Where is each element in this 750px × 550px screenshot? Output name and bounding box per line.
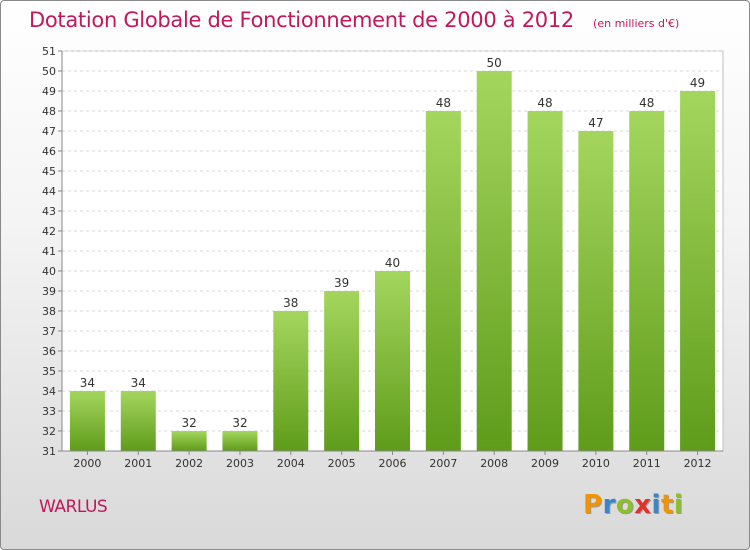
logo-letter: i <box>651 490 661 520</box>
x-tick-label: 2001 <box>124 457 152 470</box>
y-tick-label: 39 <box>42 285 56 298</box>
logo-letter: r <box>602 490 616 520</box>
x-tick-label: 2010 <box>582 457 610 470</box>
bar-2012 <box>680 91 716 451</box>
y-tick-label: 38 <box>42 305 56 318</box>
bar-value-label: 48 <box>537 96 552 110</box>
bar-2007 <box>425 111 461 451</box>
x-tick-label: 2012 <box>684 457 712 470</box>
bar-value-label: 40 <box>385 256 400 270</box>
x-tick-label: 2009 <box>531 457 559 470</box>
y-tick-label: 42 <box>42 225 56 238</box>
bar-2000 <box>69 391 105 451</box>
y-tick-label: 35 <box>42 365 56 378</box>
bar-2011 <box>629 111 665 451</box>
x-tick-label: 2011 <box>633 457 661 470</box>
bar-value-label: 47 <box>588 116 603 130</box>
x-tick-label: 2002 <box>175 457 203 470</box>
x-tick-label: 2004 <box>277 457 305 470</box>
y-tick-label: 31 <box>42 445 56 458</box>
y-tick-label: 48 <box>42 105 56 118</box>
y-tick-label: 37 <box>42 325 56 338</box>
y-tick-label: 46 <box>42 145 56 158</box>
y-tick-label: 50 <box>42 65 56 78</box>
y-tick-label: 43 <box>42 205 56 218</box>
bar-2001 <box>120 391 156 451</box>
x-tick-label: 2000 <box>73 457 101 470</box>
bar-2004 <box>273 311 309 451</box>
x-tick-label: 2008 <box>480 457 508 470</box>
x-tick-label: 2003 <box>226 457 254 470</box>
y-tick-label: 34 <box>42 385 56 398</box>
bar-value-label: 49 <box>690 76 705 90</box>
bar-value-label: 34 <box>80 376 95 390</box>
x-tick-label: 2005 <box>328 457 356 470</box>
bar-value-label: 39 <box>334 276 349 290</box>
bar-2003 <box>222 431 258 451</box>
title-line: Dotation Globale de Fonctionnement de 20… <box>29 8 679 32</box>
logo-letter: o <box>615 490 635 520</box>
y-tick-label: 32 <box>42 425 56 438</box>
bar-value-label: 32 <box>232 416 247 430</box>
bar-2002 <box>171 431 207 451</box>
x-tick-label: 2006 <box>379 457 407 470</box>
bar-value-label: 32 <box>181 416 196 430</box>
bar-2009 <box>527 111 563 451</box>
bar-2008 <box>476 71 512 451</box>
x-tick-label: 2007 <box>429 457 457 470</box>
bar-value-label: 48 <box>639 96 654 110</box>
bar-value-label: 48 <box>436 96 451 110</box>
y-tick-label: 36 <box>42 345 56 358</box>
bar-value-label: 38 <box>283 296 298 310</box>
logo-letter: i <box>673 490 684 520</box>
bar-2006 <box>375 271 410 451</box>
y-tick-label: 44 <box>42 185 56 198</box>
bar-value-label: 50 <box>487 56 502 70</box>
logo-letter: P <box>583 490 603 520</box>
proxiti-logo: Proxiti <box>583 490 683 520</box>
chart-unit-note: (en milliers d'€) <box>593 17 680 30</box>
y-tick-label: 47 <box>42 125 56 138</box>
y-tick-label: 33 <box>42 405 56 418</box>
y-tick-label: 41 <box>42 245 56 258</box>
y-tick-label: 45 <box>42 165 56 178</box>
y-tick-label: 51 <box>42 45 56 58</box>
commune-name: WARLUS <box>39 497 108 517</box>
bar-value-label: 34 <box>131 376 146 390</box>
logo-letter: t <box>660 490 674 520</box>
logo-letter: x <box>634 490 652 520</box>
bar-2005 <box>324 291 360 451</box>
y-tick-label: 40 <box>42 265 56 278</box>
chart-title: Dotation Globale de Fonctionnement de 20… <box>29 8 574 32</box>
bar-2010 <box>578 131 614 451</box>
y-tick-label: 49 <box>42 85 56 98</box>
